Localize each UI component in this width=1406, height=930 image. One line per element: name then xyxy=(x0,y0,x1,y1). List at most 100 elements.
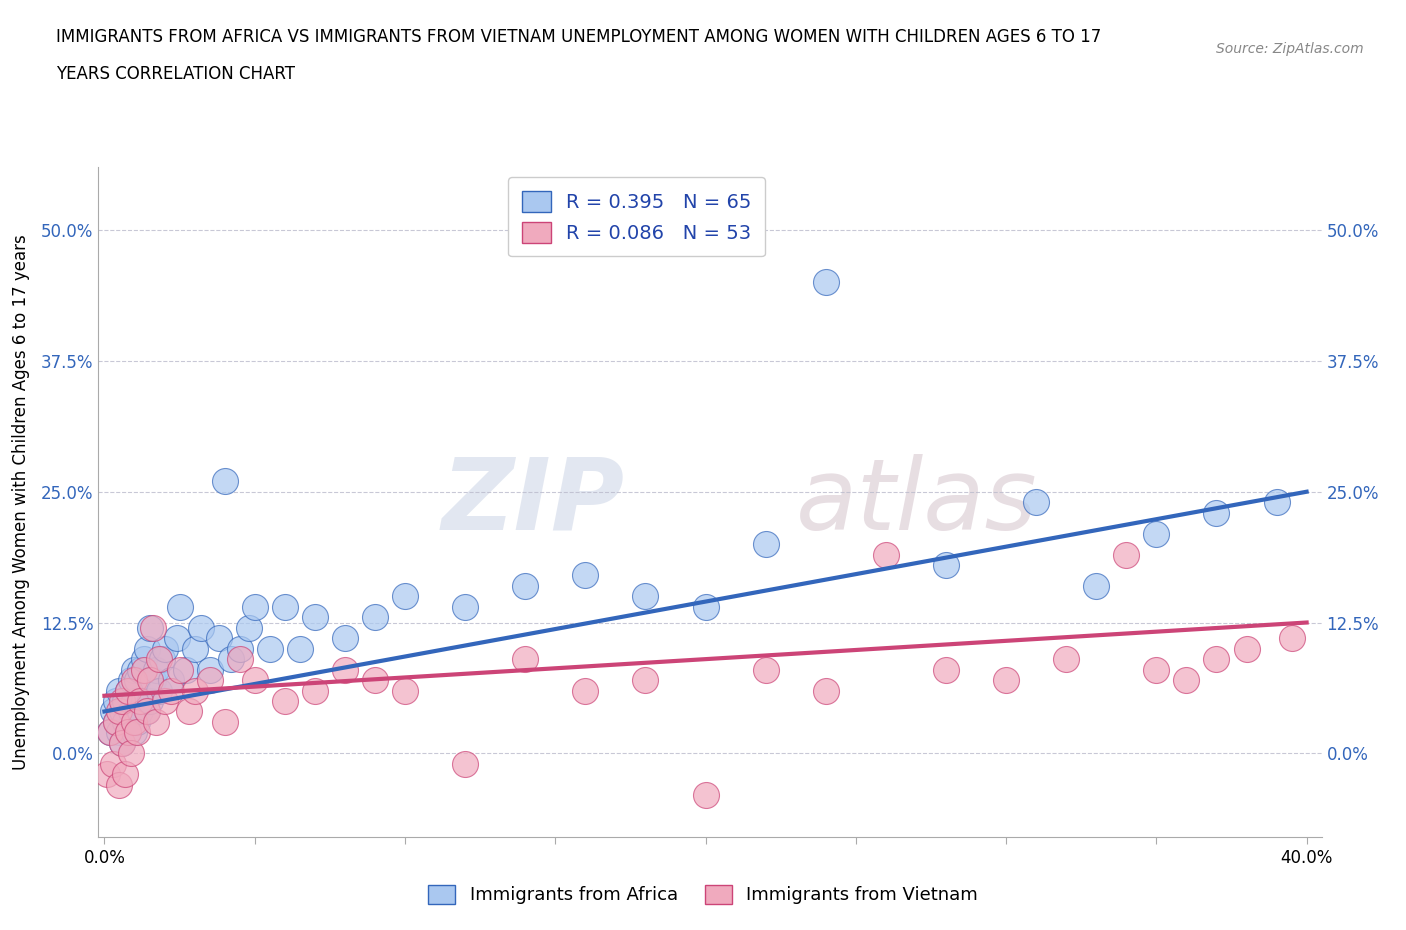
Point xyxy=(1054,652,1077,667)
Point xyxy=(135,642,157,657)
Point xyxy=(394,589,416,604)
Point xyxy=(166,631,188,645)
Point xyxy=(219,652,242,667)
Point xyxy=(108,704,131,719)
Point xyxy=(198,672,221,687)
Point xyxy=(304,684,326,698)
Point xyxy=(100,725,122,740)
Point xyxy=(755,662,778,677)
Legend: Immigrants from Africa, Immigrants from Vietnam: Immigrants from Africa, Immigrants from … xyxy=(420,878,986,911)
Point xyxy=(145,714,167,729)
Point xyxy=(153,694,176,709)
Point xyxy=(121,746,143,761)
Point xyxy=(129,662,152,677)
Point xyxy=(169,662,191,677)
Point xyxy=(214,474,236,489)
Point xyxy=(515,652,537,667)
Point xyxy=(243,672,266,687)
Point xyxy=(208,631,231,645)
Point xyxy=(114,766,136,781)
Point xyxy=(183,642,205,657)
Point xyxy=(159,672,181,687)
Point xyxy=(238,620,260,635)
Point xyxy=(96,766,118,781)
Point xyxy=(755,537,778,551)
Point xyxy=(148,684,170,698)
Point xyxy=(1025,495,1047,510)
Point xyxy=(117,725,139,740)
Point xyxy=(364,672,387,687)
Point xyxy=(124,662,146,677)
Point xyxy=(274,694,297,709)
Point xyxy=(108,725,131,740)
Point xyxy=(103,704,125,719)
Point xyxy=(1115,547,1137,562)
Text: YEARS CORRELATION CHART: YEARS CORRELATION CHART xyxy=(56,65,295,83)
Point xyxy=(145,662,167,677)
Point xyxy=(454,600,477,615)
Point xyxy=(394,684,416,698)
Point xyxy=(153,642,176,657)
Point xyxy=(103,756,125,771)
Point xyxy=(634,672,657,687)
Point xyxy=(135,704,157,719)
Point xyxy=(574,684,596,698)
Point xyxy=(111,694,134,709)
Point xyxy=(174,662,197,677)
Point xyxy=(198,662,221,677)
Point xyxy=(1281,631,1303,645)
Point xyxy=(124,725,146,740)
Point xyxy=(1144,526,1167,541)
Text: Source: ZipAtlas.com: Source: ZipAtlas.com xyxy=(1216,42,1364,56)
Point xyxy=(105,714,128,729)
Point xyxy=(1205,505,1227,520)
Point xyxy=(574,568,596,583)
Point xyxy=(132,662,155,677)
Point xyxy=(127,725,149,740)
Point xyxy=(124,714,146,729)
Text: IMMIGRANTS FROM AFRICA VS IMMIGRANTS FROM VIETNAM UNEMPLOYMENT AMONG WOMEN WITH : IMMIGRANTS FROM AFRICA VS IMMIGRANTS FRO… xyxy=(56,28,1101,46)
Point xyxy=(117,725,139,740)
Point xyxy=(333,631,356,645)
Point xyxy=(108,684,131,698)
Point xyxy=(274,600,297,615)
Point xyxy=(124,694,146,709)
Text: ZIP: ZIP xyxy=(441,454,624,551)
Point xyxy=(111,736,134,751)
Point xyxy=(132,652,155,667)
Point xyxy=(695,600,717,615)
Point xyxy=(111,736,134,751)
Point xyxy=(190,620,212,635)
Point xyxy=(105,714,128,729)
Point xyxy=(100,725,122,740)
Point xyxy=(105,694,128,709)
Y-axis label: Unemployment Among Women with Children Ages 6 to 17 years: Unemployment Among Women with Children A… xyxy=(11,234,30,770)
Point xyxy=(1236,642,1258,657)
Point xyxy=(304,610,326,625)
Point xyxy=(117,684,139,698)
Point xyxy=(515,578,537,593)
Point xyxy=(454,756,477,771)
Point xyxy=(177,704,200,719)
Point xyxy=(117,684,139,698)
Point xyxy=(995,672,1018,687)
Point xyxy=(127,714,149,729)
Point xyxy=(138,672,160,687)
Point xyxy=(364,610,387,625)
Text: atlas: atlas xyxy=(796,454,1038,551)
Point xyxy=(228,642,250,657)
Point xyxy=(138,620,160,635)
Point xyxy=(288,642,311,657)
Point xyxy=(695,788,717,803)
Point xyxy=(634,589,657,604)
Point xyxy=(124,672,146,687)
Point xyxy=(121,672,143,687)
Point xyxy=(935,558,957,573)
Point xyxy=(114,714,136,729)
Legend: R = 0.395   N = 65, R = 0.086   N = 53: R = 0.395 N = 65, R = 0.086 N = 53 xyxy=(508,177,765,257)
Point xyxy=(1175,672,1198,687)
Point xyxy=(135,704,157,719)
Point xyxy=(169,600,191,615)
Point xyxy=(141,620,163,635)
Point xyxy=(228,652,250,667)
